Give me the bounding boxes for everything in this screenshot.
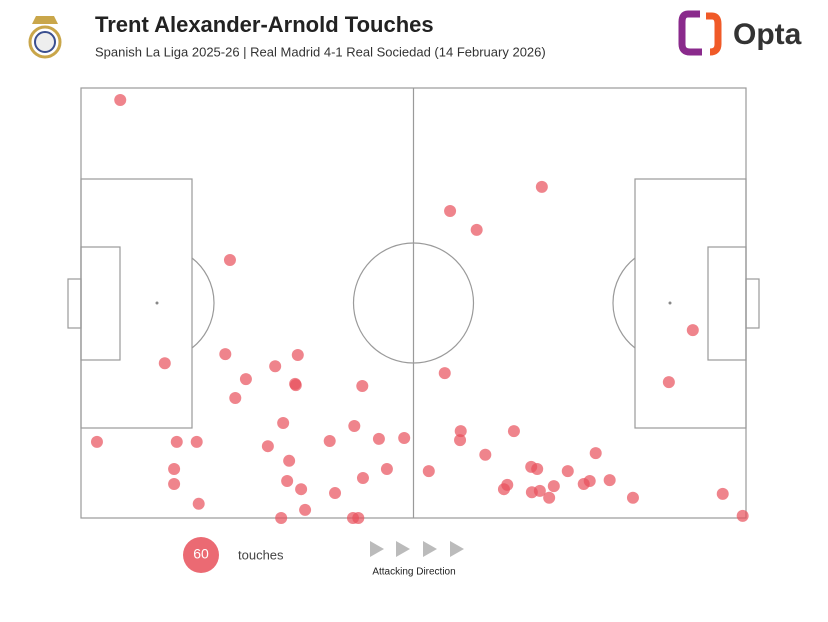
brand-logo: Opta xyxy=(678,10,802,56)
touch-point xyxy=(531,462,544,475)
title: Trent Alexander-Arnold Touches xyxy=(95,12,434,37)
touch-point xyxy=(438,367,451,380)
touch-point xyxy=(454,434,467,447)
touch-point xyxy=(470,223,483,236)
club-crest xyxy=(28,16,62,59)
touch-point xyxy=(168,462,181,475)
touch-point xyxy=(507,425,520,438)
touch-point xyxy=(561,465,574,478)
subtitle: Spanish La Liga 2025-26 | Real Madrid 4-… xyxy=(95,44,546,59)
legend-label: touches xyxy=(238,547,284,562)
touch-point xyxy=(583,475,596,488)
touch-point xyxy=(323,435,336,448)
touch-point xyxy=(535,180,548,193)
touch-point xyxy=(603,474,616,487)
touch-point xyxy=(662,376,675,389)
touch-point xyxy=(269,360,282,373)
touch-point xyxy=(716,487,729,500)
touch-point xyxy=(422,465,435,478)
touch-point xyxy=(372,432,385,445)
touch-point xyxy=(686,324,699,337)
touch-point xyxy=(626,491,639,504)
touch-point xyxy=(356,379,369,392)
pitch xyxy=(67,87,760,519)
touch-point xyxy=(291,349,304,362)
touch-point xyxy=(454,425,467,438)
touch-point xyxy=(295,483,308,496)
touch-point xyxy=(277,416,290,429)
touch-point xyxy=(114,94,127,107)
touch-point xyxy=(90,435,103,448)
touch-point xyxy=(223,254,236,266)
touch-point xyxy=(289,377,302,390)
brand-name: Opta xyxy=(733,18,802,51)
touch-point xyxy=(229,392,242,405)
touch-point xyxy=(736,509,749,522)
touch-point xyxy=(299,503,312,516)
touch-point xyxy=(281,475,294,488)
touches xyxy=(90,94,749,524)
touch-point xyxy=(192,497,205,510)
touch-point xyxy=(444,204,457,217)
touch-point xyxy=(219,348,232,361)
touch-point xyxy=(533,484,546,497)
touch-point xyxy=(479,448,492,461)
touch-point xyxy=(158,357,171,370)
touch-point xyxy=(190,435,203,448)
touch-point xyxy=(398,432,411,445)
touch-point xyxy=(170,435,183,448)
touch-point xyxy=(239,373,252,386)
direction-arrows xyxy=(370,541,464,557)
touch-point xyxy=(283,454,296,467)
touch-point xyxy=(352,512,365,524)
direction-label: Attacking Direction xyxy=(372,567,455,578)
touch-point xyxy=(589,447,602,460)
legend-marker xyxy=(183,537,219,573)
touch-point xyxy=(547,480,560,493)
touch-point xyxy=(497,483,510,496)
touch-point xyxy=(543,491,556,504)
touch-point xyxy=(261,440,274,453)
touch-point xyxy=(329,487,342,500)
touch-point xyxy=(356,472,369,485)
touch-point xyxy=(348,419,361,432)
legend-count: 60 xyxy=(193,546,209,562)
touch-point xyxy=(380,462,393,475)
touch-point xyxy=(168,478,181,491)
touch-point xyxy=(275,512,288,524)
